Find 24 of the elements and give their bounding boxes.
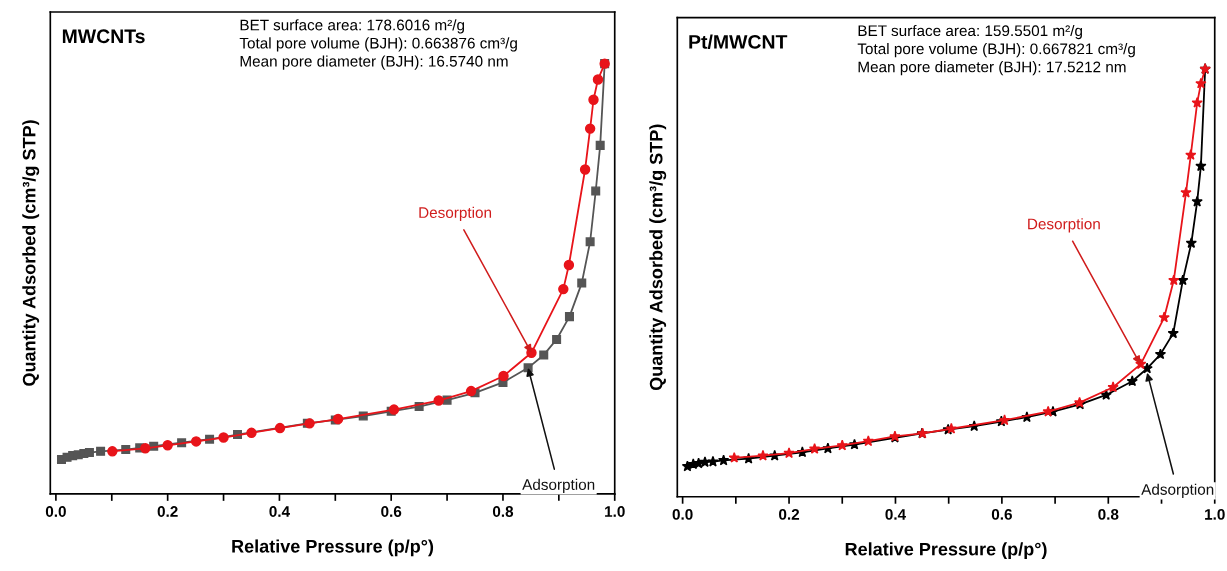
chart-title: Pt/MWCNT	[689, 34, 788, 49]
y-axis-title: Quantity Adsorbed (cm³/g STP)	[22, 120, 40, 386]
x-tick-label: 0.4	[269, 506, 290, 517]
annotation: BET surface area: 159.5501 m²/g Total pore volume (BJH): 0.667821 cm³/g Mean pore diameter (BJH): 17.5212 nm	[857, 24, 1135, 76]
x-tick-label: 0.0	[45, 506, 66, 517]
annotation: Desorption	[419, 206, 492, 222]
x-tick-label: 0.2	[157, 506, 178, 517]
x-axis-title: Relative Pressure (p/p°)	[845, 542, 1047, 560]
x-tick-label: 0.0	[672, 508, 693, 520]
x-tick-label: 0.8	[1098, 508, 1119, 520]
annotation: BET surface area: 178.6016 m²/g Total pore volume (BJH): 0.663876 cm³/g Mean pore diameter (BJH): 16.5740 nm	[239, 19, 517, 70]
y-axis-title: Quantity Adsorbed (cm³/g STP)	[649, 124, 667, 391]
x-tick-label: 0.6	[991, 508, 1012, 520]
x-tick-label: 0.6	[381, 506, 402, 517]
x-tick-label: 0.8	[492, 506, 514, 517]
annotation: Desorption	[1028, 218, 1100, 233]
x-tick-label: 1.0	[605, 506, 625, 517]
chart-title: MWCNTs	[62, 29, 145, 44]
x-tick-label: 0.4	[885, 508, 907, 520]
x-axis-title: Relative Pressure (p/p°)	[232, 539, 434, 557]
annotation: Adsorption	[1141, 483, 1214, 498]
x-tick-label: 0.2	[779, 508, 800, 520]
x-tick-label: 1.0	[1205, 508, 1225, 520]
annotation: Adsorption	[522, 478, 595, 494]
